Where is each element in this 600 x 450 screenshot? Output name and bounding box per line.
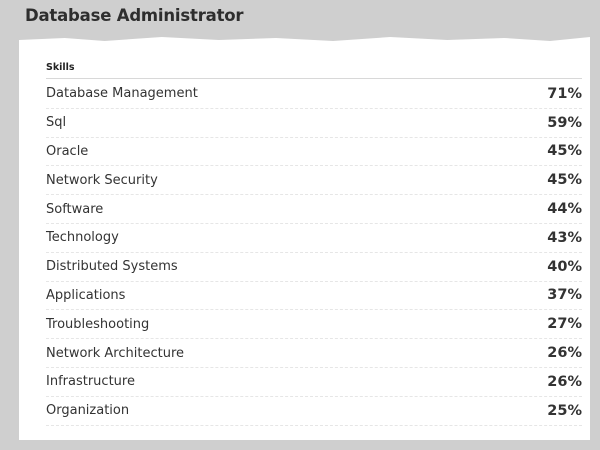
table-row: Sql 59% [46, 109, 582, 138]
skills-table: Database Management 71% Sql 59% Oracle 45% Net… [46, 80, 582, 426]
skill-percent: 26% [547, 373, 582, 390]
table-row: Infrastructure 26% [46, 368, 582, 397]
skills-header: Skills [46, 62, 582, 79]
skill-label: Database Management [46, 86, 198, 102]
skill-percent: 44% [547, 201, 582, 218]
skill-label: Infrastructure [46, 374, 135, 390]
skill-label: Oracle [46, 143, 89, 159]
table-row: Database Management 71% [46, 80, 582, 109]
skill-label: Organization [46, 403, 130, 419]
skill-percent: 59% [547, 114, 582, 131]
skill-percent: 71% [547, 85, 582, 102]
skill-label: Sql [46, 115, 67, 131]
skill-label: Network Security [46, 172, 158, 188]
table-row: Technology 43% [46, 224, 582, 253]
table-row: Distributed Systems 40% [46, 253, 582, 282]
skill-label: Technology [46, 230, 119, 246]
skill-percent: 40% [547, 258, 582, 275]
table-row: Applications 37% [46, 282, 582, 311]
table-row: Software 44% [46, 195, 582, 224]
skill-label: Distributed Systems [46, 259, 178, 275]
table-row: Oracle 45% [46, 138, 582, 167]
table-row: Network Architecture 26% [46, 339, 582, 368]
page-title: Database Administrator [25, 6, 244, 25]
table-row: Organization 25% [46, 397, 582, 426]
skill-label: Applications [46, 287, 126, 303]
skill-label: Network Architecture [46, 345, 184, 361]
skill-label: Software [46, 201, 104, 217]
skill-percent: 45% [547, 172, 582, 189]
skill-percent: 45% [547, 143, 582, 160]
skill-label: Troubleshooting [46, 316, 150, 332]
skill-percent: 43% [547, 229, 582, 246]
table-row: Troubleshooting 27% [46, 310, 582, 340]
skill-percent: 27% [547, 316, 582, 333]
skill-percent: 37% [547, 287, 582, 304]
skill-percent: 26% [547, 345, 582, 362]
skill-percent: 25% [547, 402, 582, 419]
skills-card: Skills Database Management 71% Sql 59% Oracl… [19, 37, 590, 440]
table-row: Network Security 45% [46, 166, 582, 196]
